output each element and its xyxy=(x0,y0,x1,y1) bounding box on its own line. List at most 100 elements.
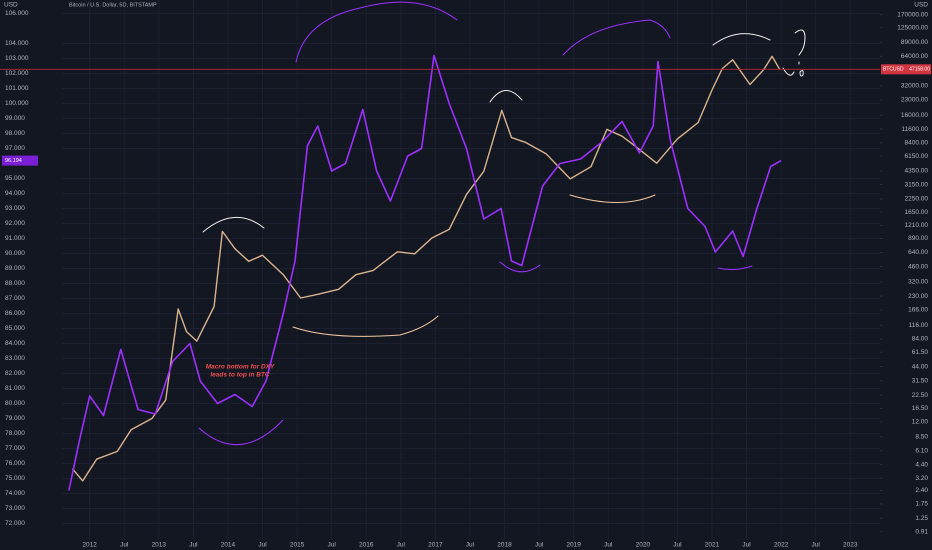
y2-tick-label: 89000.00 xyxy=(901,39,928,46)
y2-tick-label: 320.00 xyxy=(908,279,928,286)
y2-tick-label: 1650.00 xyxy=(905,209,929,216)
y-tick-label: 76.000 xyxy=(5,460,25,467)
annotation-stroke xyxy=(717,265,753,271)
y-tick-label: 94.000 xyxy=(5,190,25,197)
x-tick-label: 2017 xyxy=(428,542,443,549)
series-line xyxy=(71,55,781,482)
y2-tick-label: 890.00 xyxy=(908,235,928,242)
y2-tick-label: 1.25 xyxy=(915,515,928,522)
y2-tick-label: 31.50 xyxy=(912,377,929,384)
annotation-stroke xyxy=(292,315,439,337)
x-tick-label: Jul xyxy=(742,542,751,549)
x-tick-label: Jul xyxy=(535,542,544,549)
chart-title: Bitcoin / U.S. Dollar, 5D, BITSTAMP xyxy=(69,2,157,8)
y-tick-label: 89.000 xyxy=(5,265,25,272)
y2-tick-label: 16.50 xyxy=(912,405,929,412)
series-layer xyxy=(68,54,782,491)
y2-tick-label: 8400.00 xyxy=(905,140,929,147)
axes: 2012 Jul 2013 Jul 2014 Jul 2015 Jul 2016 Jul 2017 J… xyxy=(0,10,931,549)
y-tick-label: 95.000 xyxy=(5,175,25,182)
y-tick-label: 83.000 xyxy=(5,355,25,362)
y-tick-label: 72.000 xyxy=(5,520,25,527)
annotation-stroke xyxy=(782,67,804,77)
annotation-strokes xyxy=(198,1,806,446)
annotation-stroke xyxy=(562,19,671,56)
annotation-stroke xyxy=(569,194,656,203)
x-tick-label: 2014 xyxy=(221,542,236,549)
grid xyxy=(62,0,880,540)
dxy-last-badge xyxy=(2,155,38,166)
y2-tick-label: 32000.00 xyxy=(901,83,928,90)
y2-tick-label: 2250.00 xyxy=(905,196,929,203)
y2-tick-label: 4.40 xyxy=(915,461,928,468)
annotation-text: leads to top in BTC xyxy=(210,372,270,379)
annotation-stroke xyxy=(202,216,265,233)
x-tick-label: Jul xyxy=(189,542,198,549)
y-tick-label: 75.000 xyxy=(5,475,25,482)
y2-tick-label: 170000.00 xyxy=(897,11,928,18)
x-tick-label: Jul xyxy=(120,542,129,549)
left-unit: USD xyxy=(4,2,18,9)
y-tick-label: 102.000 xyxy=(5,70,29,77)
x-tick-label: 2015 xyxy=(290,542,305,549)
y2-tick-label: 8.50 xyxy=(915,433,928,440)
annotation-stroke xyxy=(295,1,458,63)
annotation-stroke xyxy=(499,261,541,273)
y-tick-label: 80.000 xyxy=(5,400,25,407)
y-tick-label: 99.000 xyxy=(5,115,25,122)
y-tick-label: 97.000 xyxy=(5,145,25,152)
y2-tick-label: 6150.00 xyxy=(905,153,929,160)
y-tick-label: 79.000 xyxy=(5,415,25,422)
y-tick-label: 103.000 xyxy=(5,55,29,62)
y2-tick-label: 61.50 xyxy=(912,349,929,356)
y-tick-label: 106.000 xyxy=(5,10,29,17)
y2-tick-label: 11600.00 xyxy=(901,126,928,133)
last-price-badge xyxy=(881,64,931,75)
y-tick-label: 90.000 xyxy=(5,250,25,257)
x-tick-label: Jul xyxy=(258,542,267,549)
x-tick-label: 2018 xyxy=(497,542,512,549)
last-price-label: 47158.00 xyxy=(909,67,930,73)
x-tick-label: 2022 xyxy=(774,542,789,549)
y-tick-label: 101.000 xyxy=(5,85,29,92)
x-tick-label: Jul xyxy=(466,542,475,549)
y2-tick-label: 23000.00 xyxy=(901,97,928,104)
y2-tick-label: 16000.00 xyxy=(901,112,928,119)
y2-tick-label: 6.10 xyxy=(915,447,928,454)
y2-tick-label: 1.75 xyxy=(915,501,928,508)
annotation-stroke xyxy=(489,90,523,103)
y-tick-label: 98.000 xyxy=(5,130,25,137)
y2-tick-label: 3.20 xyxy=(915,475,928,482)
annotation-stroke xyxy=(712,33,771,46)
x-tick-label: 2013 xyxy=(152,542,167,549)
y-tick-label: 87.000 xyxy=(5,295,25,302)
y2-tick-label: 3150.00 xyxy=(905,181,929,188)
y-tick-label: 85.000 xyxy=(5,325,25,332)
x-tick-label: 2016 xyxy=(359,542,374,549)
y-tick-label: 88.000 xyxy=(5,280,25,287)
x-tick-label: 2012 xyxy=(82,542,97,549)
y2-tick-label: 230.00 xyxy=(908,293,928,300)
y2-tick-label: 22.50 xyxy=(912,392,929,399)
y-tick-label: 81.000 xyxy=(5,385,25,392)
y2-tick-label: 125000.00 xyxy=(897,25,928,32)
x-tick-label: Jul xyxy=(328,542,337,549)
y2-tick-label: 4350.00 xyxy=(905,168,929,175)
y-tick-label: 74.000 xyxy=(5,490,25,497)
right-unit: USD xyxy=(914,2,928,9)
dxy-last-label: 96.194 xyxy=(5,158,22,164)
y-tick-label: 91.000 xyxy=(5,235,25,242)
y2-tick-label: 1210.00 xyxy=(905,222,929,229)
y-tick-label: 84.000 xyxy=(5,340,25,347)
y2-tick-label: 2.40 xyxy=(915,487,928,494)
x-tick-label: Jul xyxy=(673,542,682,549)
y2-tick-label: 640.00 xyxy=(908,249,928,256)
y2-tick-label: 460.00 xyxy=(908,263,928,270)
series-line xyxy=(68,54,782,491)
annotation-stroke xyxy=(794,29,806,65)
y-tick-label: 104.000 xyxy=(5,40,29,47)
y2-tick-label: 116.00 xyxy=(909,322,929,329)
